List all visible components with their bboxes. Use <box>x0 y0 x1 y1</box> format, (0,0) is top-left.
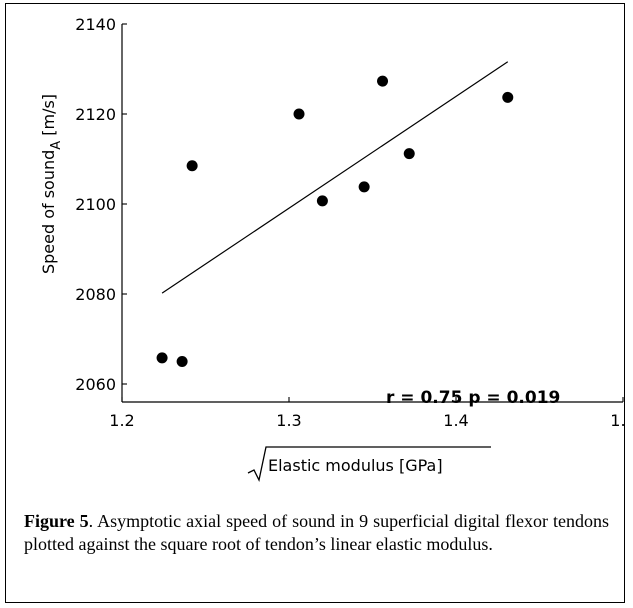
data-point <box>156 352 168 364</box>
figure-caption: Figure 5. Asymptotic axial speed of soun… <box>24 510 609 556</box>
y-tick-label: 2120 <box>75 105 116 124</box>
scatter-chart: 2060 2080 2100 2120 2140 1.2 1.3 1.4 1.5 r = 0.7… <box>39 15 626 482</box>
data-point <box>403 148 415 160</box>
x-tick-label: 1.5 <box>610 411 626 430</box>
x-axis-label-text: Elastic modulus [GPa] <box>268 456 443 475</box>
svg-text:Speed of soundA [m/s]: Speed of soundA [m/s] <box>39 94 64 274</box>
data-point <box>502 91 514 103</box>
data-point <box>186 160 198 172</box>
y-axis-label: Speed of soundA [m/s] <box>39 94 64 274</box>
figure-frame: 2060 2080 2100 2120 2140 1.2 1.3 1.4 1.5 r = 0.7… <box>5 3 626 603</box>
y-tick-label: 2140 <box>75 15 116 34</box>
caption-text: . Asymptotic axial speed of sound in 9 s… <box>24 511 609 554</box>
fit-line <box>161 61 509 294</box>
y-tick-label: 2060 <box>75 375 116 394</box>
correlation-annotation: r = 0.75 p = 0.019 <box>386 388 560 408</box>
data-point <box>176 356 188 367</box>
axes: 2060 2080 2100 2120 2140 1.2 1.3 1.4 1.5 <box>75 15 626 430</box>
figure-label: Figure 5 <box>24 511 89 531</box>
x-tick-label: 1.2 <box>109 411 134 430</box>
x-axis-label: Elastic modulus [GPa] <box>247 446 491 482</box>
sqrt-radical-icon <box>247 446 491 482</box>
y-tick-label: 2080 <box>75 285 116 304</box>
fit-line-group <box>161 61 509 294</box>
data-points <box>156 75 514 367</box>
data-point <box>293 108 305 120</box>
x-tick-label: 1.3 <box>276 411 301 430</box>
data-point <box>358 181 370 193</box>
data-point <box>316 195 328 207</box>
data-point <box>377 75 389 87</box>
x-tick-label: 1.4 <box>443 411 468 430</box>
y-tick-label: 2100 <box>75 195 116 214</box>
